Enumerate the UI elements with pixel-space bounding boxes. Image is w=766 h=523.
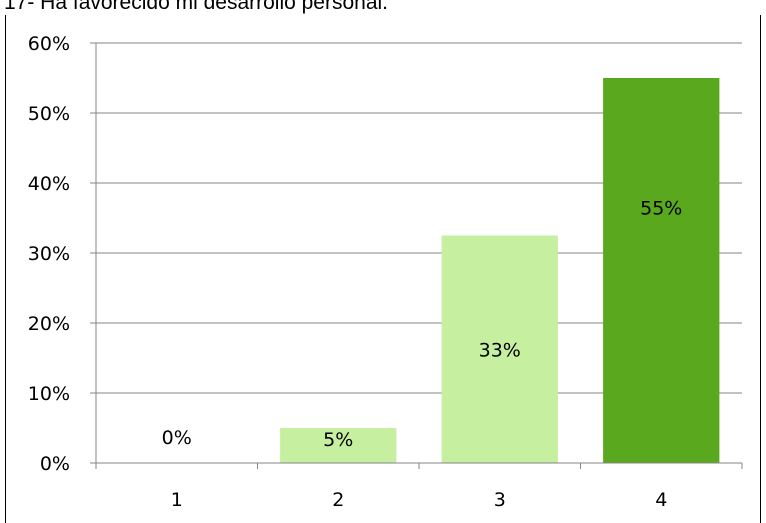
y-tick-label: 50% — [28, 103, 70, 125]
y-tick-label: 0% — [40, 453, 70, 475]
y-tick-label: 60% — [28, 33, 70, 55]
labels: 0% 10% 20% 30% 40% 50% 60% 0% 1 5% 2 33% 3 55% 4 — [28, 33, 683, 511]
y-tick-label: 20% — [28, 313, 70, 335]
x-tick-label: 1 — [171, 489, 183, 511]
y-tick-label: 30% — [28, 243, 70, 265]
x-tick-label: 3 — [494, 489, 506, 511]
data-label-4: 55% — [640, 198, 682, 220]
chart-title: 17- Ha favorecido mi desarrollo personal… — [4, 0, 389, 14]
bar-4 — [603, 78, 720, 463]
x-tick-label: 2 — [332, 489, 344, 511]
axes — [90, 42, 743, 469]
bar-3 — [441, 235, 558, 463]
bars — [280, 78, 720, 463]
bar-2 — [280, 428, 397, 463]
chart-frame — [5, 15, 761, 523]
x-tick-label: 4 — [655, 489, 667, 511]
y-tick-label: 40% — [28, 173, 70, 195]
data-label-3: 33% — [479, 339, 521, 361]
data-label-1: 0% — [162, 427, 192, 449]
y-tick-label: 10% — [28, 383, 70, 405]
data-label-2: 5% — [323, 429, 353, 451]
